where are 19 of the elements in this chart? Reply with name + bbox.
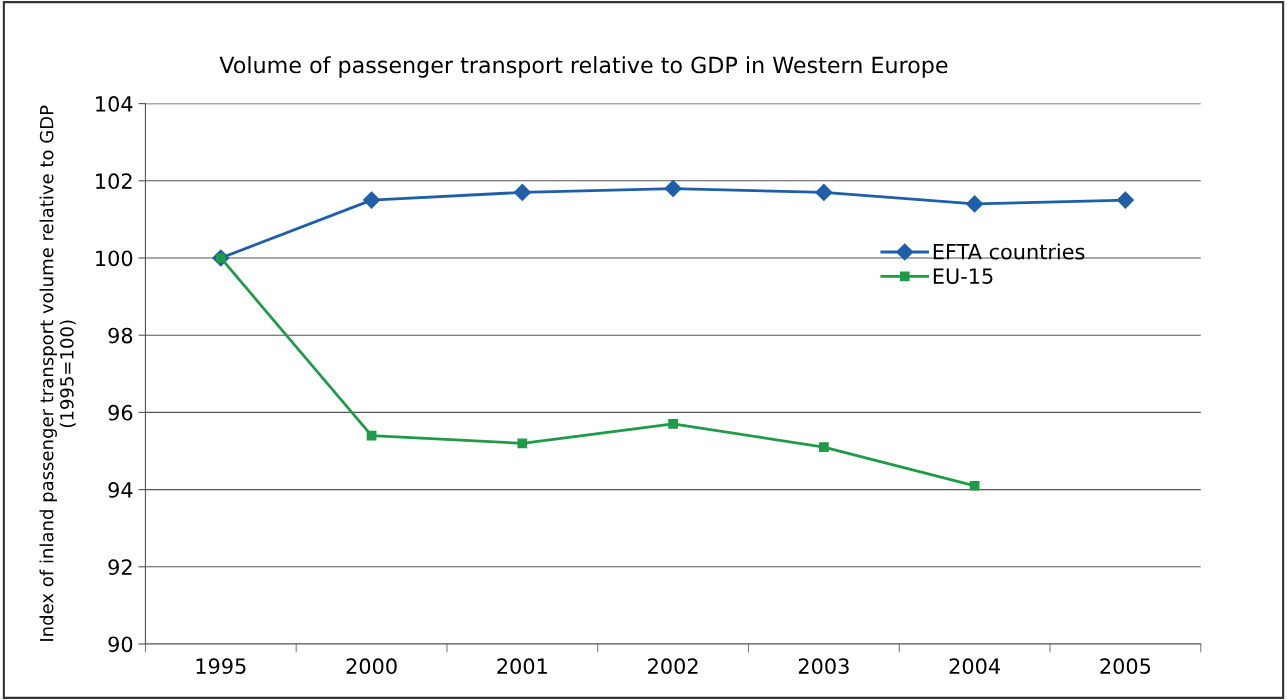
- y-tick-label: 98: [108, 327, 133, 344]
- y-tick-label: 104: [96, 96, 133, 112]
- x-tick-label: 2002: [648, 658, 698, 675]
- legend-label: EU-15: [933, 268, 993, 284]
- x-tick-label: 2001: [497, 658, 547, 675]
- x-tick-label: 1995: [196, 658, 246, 675]
- x-tick-label: 2003: [798, 658, 849, 675]
- y-tick-label: 92: [108, 559, 132, 576]
- x-tick-label: 2004: [949, 658, 1000, 675]
- x-tick-label: 2005: [1100, 658, 1151, 675]
- chart-title: Volume of passenger transport relative to GDP in Western Europe: [219, 56, 948, 78]
- y-tick-label: 100: [96, 250, 133, 267]
- y-tick-label: 90: [108, 636, 133, 653]
- y-tick-label: 102: [96, 173, 132, 190]
- y-axis-title: Index of inland passenger transport volume relative to GDP (1995=100): [39, 105, 76, 641]
- y-tick-label: 94: [108, 482, 133, 498]
- legend-label: EFTA countries: [933, 243, 1085, 260]
- x-tick-label: 2000: [346, 658, 397, 675]
- y-tick-label: 96: [108, 404, 133, 421]
